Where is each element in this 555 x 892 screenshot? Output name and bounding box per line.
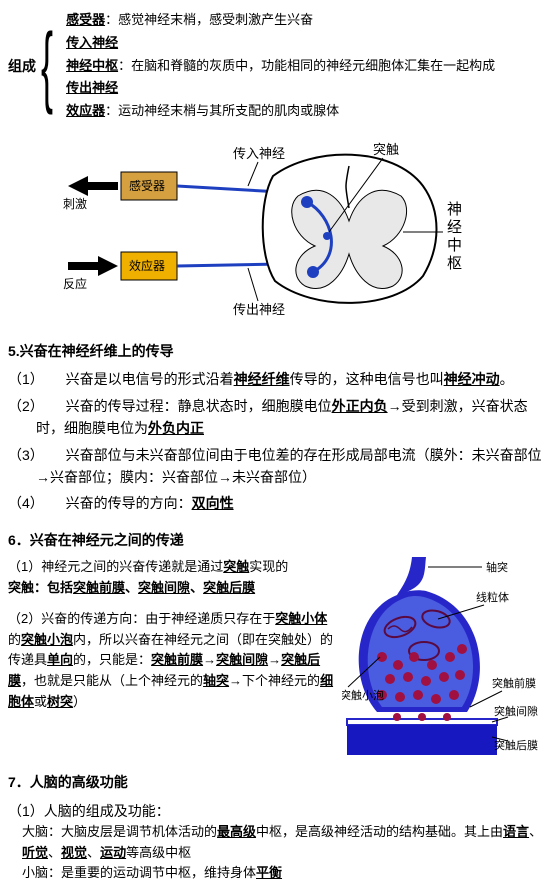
section7-sub: （1）人脑的组成及功能： <box>8 800 547 822</box>
synapse-label: 突触 <box>373 142 399 157</box>
arrow-icon <box>68 256 118 276</box>
item-num: （4） <box>8 495 44 511</box>
s6-p3: （2）兴奋的传递方向：由于神经递质只存在于突触小体的突触小泡内，所以兴奋在神经元… <box>8 609 334 713</box>
brace-icon: { <box>41 26 53 106</box>
section5-item: （1） 兴奋是以电信号的形式沿着神经纤维传导的，这种电信号也叫神经冲动。 <box>8 368 547 390</box>
composition-block: 组成 { 感受器：感觉神经末梢，感受刺激产生兴奋 传入神经 神经中枢：在脑和脊髓… <box>8 8 547 124</box>
response-label: 反应 <box>63 276 87 291</box>
comp-term: 效应器 <box>66 103 105 118</box>
item-num: （1） <box>8 371 44 387</box>
center-label: 神 <box>447 201 462 218</box>
composition-label: 组成 <box>8 55 36 77</box>
comp-desc: ：感觉神经末梢，感受刺激产生兴奋 <box>105 12 313 27</box>
comp-term: 传入神经 <box>66 35 118 50</box>
section5-item: （2） 兴奋的传导过程：静息状态时，细胞膜电位外正内负→受到刺激，兴奋状态时，细… <box>8 395 547 440</box>
comp-item: 效应器：运动神经末梢与其所支配的肌肉或腺体 <box>66 101 495 122</box>
comp-item: 传入神经 <box>66 33 495 54</box>
afferent-nerve <box>177 186 281 192</box>
post-synaptic <box>347 725 497 755</box>
receptor-label: 感受器 <box>129 178 165 193</box>
comp-item: 感受器：感觉神经末梢，感受刺激产生兴奋 <box>66 10 495 31</box>
axon-label: 轴突 <box>486 560 508 574</box>
reflex-arc-diagram: 刺激 感受器 反应 效应器 传入神经 传出神经 突触 神 经 中 枢 <box>63 136 493 326</box>
comp-desc: ：在脑和脊髓的灰质中，功能相同的神经元细胞体汇集在一起构成 <box>118 58 495 73</box>
axon-stalk <box>397 557 426 595</box>
center-label: 经 <box>447 219 462 236</box>
comp-term: 传出神经 <box>66 80 118 95</box>
section7-title: 7．人脑的高级功能 <box>8 771 547 793</box>
s6-p1: （1）神经元之间的兴奋传递就是通过突触实现的 <box>8 557 334 578</box>
synapse-text: （1）神经元之间的兴奋传递就是通过突触实现的 突触：包括突触前膜、突触间隙、突触… <box>8 557 334 713</box>
arrow-icon <box>68 176 118 196</box>
s6-p2: 突触：包括突触前膜、突触间隙、突触后膜 <box>8 578 334 599</box>
synapse-section: （1）神经元之间的兴奋传递就是通过突触实现的 突触：包括突触前膜、突触间隙、突触… <box>8 557 547 757</box>
item-num: （3） <box>8 447 44 463</box>
section6-title: 6．兴奋在神经元之间的传递 <box>8 529 547 551</box>
center-label: 中 <box>447 237 462 254</box>
post-label: 突触后膜 <box>494 738 538 752</box>
comp-desc: ：运动神经末梢与其所支配的肌肉或腺体 <box>105 103 339 118</box>
composition-list: 感受器：感觉神经末梢，感受刺激产生兴奋 传入神经 神经中枢：在脑和脊髓的灰质中，… <box>66 8 495 124</box>
comp-term: 感受器 <box>66 12 105 27</box>
efferent-label: 传出神经 <box>233 302 285 317</box>
center-label: 枢 <box>447 255 462 272</box>
label-line <box>248 162 258 186</box>
cleft-label: 突触间隙 <box>494 704 538 718</box>
section5-item: （4） 兴奋的传导的方向：双向性 <box>8 492 547 514</box>
spinal-cord <box>262 155 436 303</box>
cerebellum-item: 小脑：是重要的运动调节中枢，维持身体平衡 <box>22 863 547 884</box>
stimulus-label: 刺激 <box>63 197 87 211</box>
comp-term: 神经中枢 <box>66 58 118 73</box>
vesicle-label: 突触小泡 <box>342 688 384 702</box>
synapse-diagram: 轴突 线粒体 突触小泡 突触前膜 突触间隙 突触后膜 <box>342 557 547 757</box>
item-num: （2） <box>8 398 44 414</box>
effector-label: 效应器 <box>129 258 165 273</box>
brain-item: 大脑：大脑皮层是调节机体活动的最高级中枢，是高级神经活动的结构基础。其上由语言、… <box>22 822 547 864</box>
section5-title: 5.兴奋在神经纤维上的传导 <box>8 340 547 362</box>
section5-item: （3） 兴奋部位与未兴奋部位间由于电位差的存在形成局部电流（膜外：未兴奋部位→兴… <box>8 444 547 489</box>
comp-item: 传出神经 <box>66 78 495 99</box>
label-line <box>248 268 258 301</box>
mito-label: 线粒体 <box>476 590 509 604</box>
efferent-nerve <box>177 264 281 266</box>
afferent-label: 传入神经 <box>233 146 285 161</box>
pre-label: 突触前膜 <box>492 676 536 690</box>
comp-item: 神经中枢：在脑和脊髓的灰质中，功能相同的神经元细胞体汇集在一起构成 <box>66 56 495 77</box>
